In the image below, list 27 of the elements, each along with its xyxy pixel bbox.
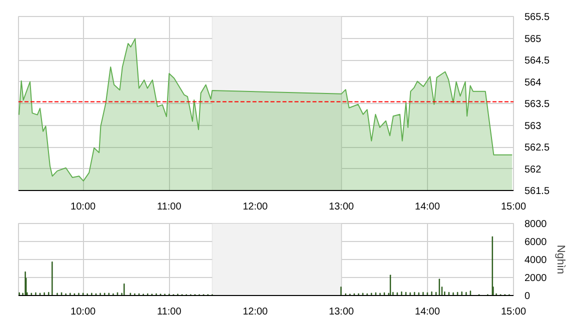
x-tick-label: 12:00: [242, 306, 268, 318]
y-tick-label: 8000: [524, 219, 548, 230]
x-tick-label: 13:00: [328, 306, 354, 318]
y-tick-label: 0: [524, 291, 530, 302]
x-tick-label: 10:00: [70, 202, 96, 212]
y-tick-label: 565.5: [524, 12, 550, 23]
y-tick-label: 563: [524, 120, 542, 132]
x-tick-label: 13:00: [328, 202, 354, 212]
y-tick-label: 562: [524, 164, 542, 176]
x-tick-label: 10:00: [70, 306, 96, 318]
x-tick-label: 11:00: [157, 202, 182, 212]
y-tick-label: 564: [524, 77, 542, 88]
y-tick-label: 565: [524, 34, 542, 45]
x-tick-label: 15:00: [500, 202, 526, 212]
x-tick-label: 14:00: [414, 202, 440, 212]
y-tick-label: 561.5: [524, 186, 550, 197]
x-tick-label: 15:00: [500, 306, 526, 318]
y-tick-label: 564.5: [524, 56, 550, 66]
y-tick-label: 562.5: [524, 142, 550, 154]
x-tick-label: 14:00: [414, 306, 440, 318]
y-tick-label: 6000: [524, 237, 548, 248]
x-tick-label: 12:00: [242, 202, 268, 212]
x-tick-label: 11:00: [157, 306, 182, 318]
y-axis-title: Nghìn: [554, 244, 567, 274]
y-tick-label: 4000: [524, 255, 548, 266]
y-tick-label: 2000: [524, 273, 548, 284]
y-tick-label: 563.5: [524, 99, 550, 110]
